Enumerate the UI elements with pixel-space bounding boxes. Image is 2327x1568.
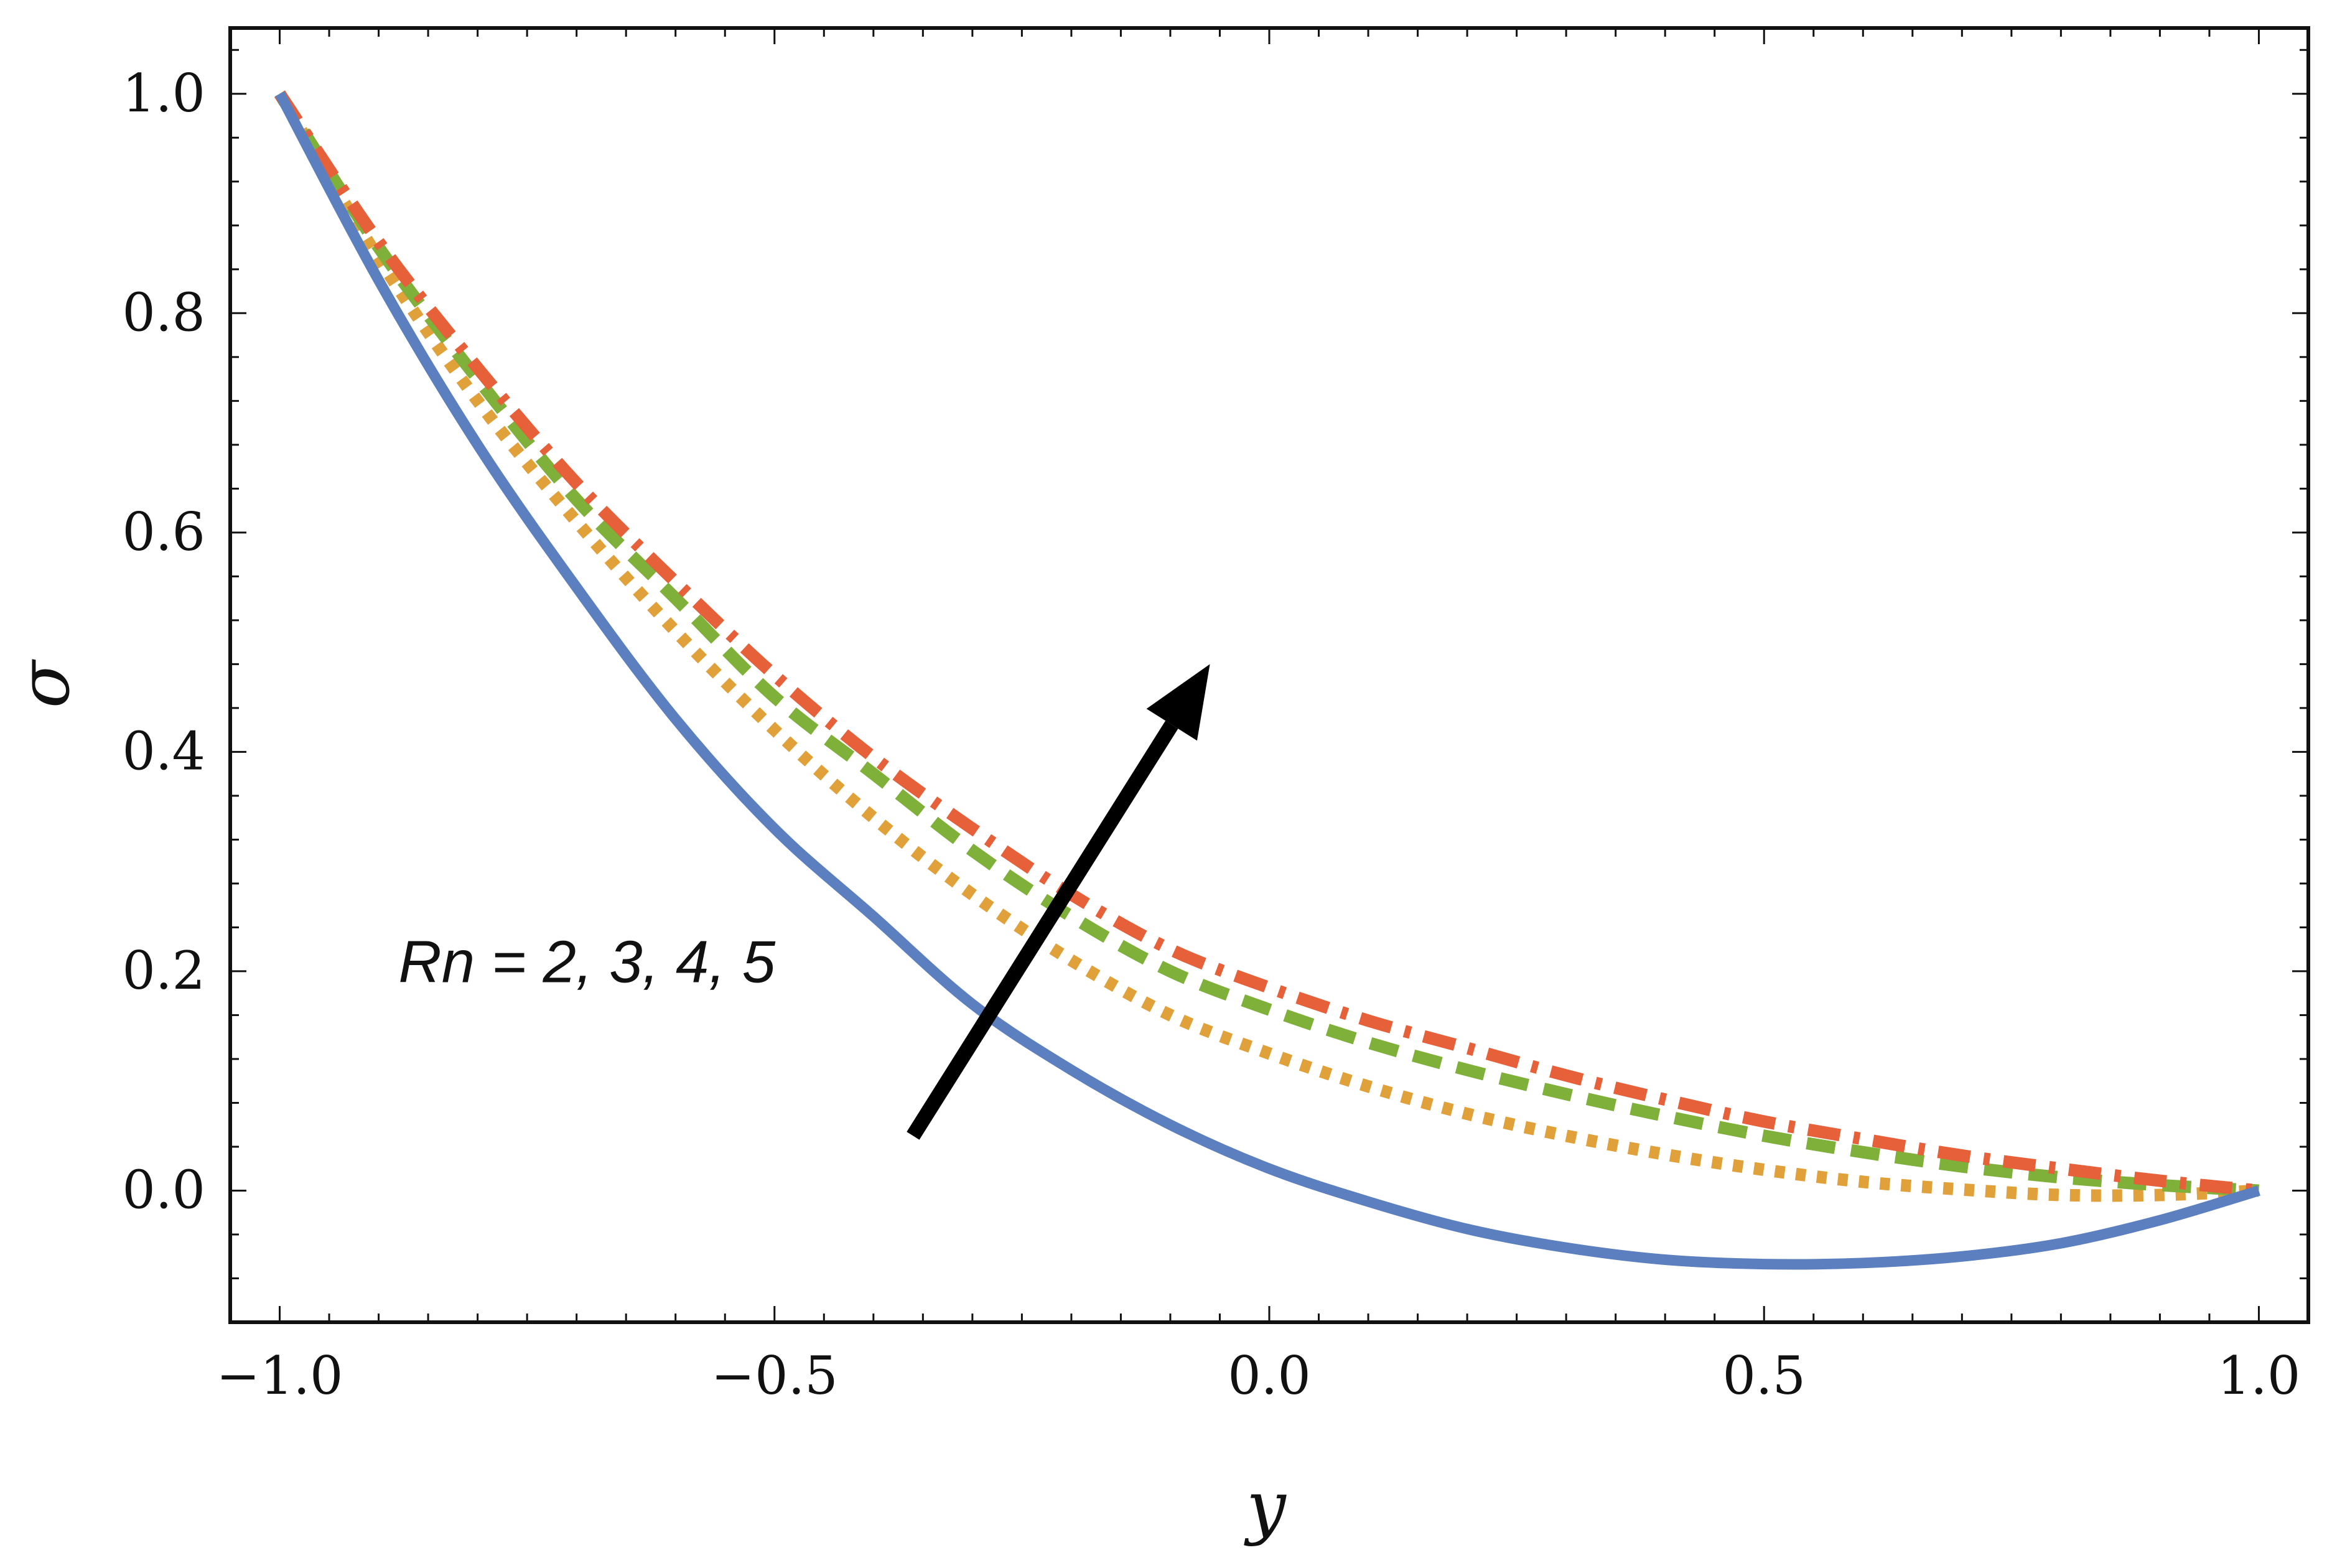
series-line-rn-3 xyxy=(274,90,2259,1202)
x-tick-label: 0.5 xyxy=(1722,1345,1806,1406)
tick-labels: −1.0 −0.5 0.0 0.5 1.0 0.0 0.2 0.4 0.6 0.8 1.0 xyxy=(122,63,2300,1406)
y-tick-label: 0.0 xyxy=(122,1159,205,1220)
series-layer xyxy=(274,90,2260,1270)
plot-frame xyxy=(228,26,2310,1324)
arrow-layer xyxy=(907,664,1210,1140)
y-tick-label: 0.6 xyxy=(122,502,205,562)
series-line-rn-5 xyxy=(274,90,2260,1197)
annotation-arrow-head xyxy=(1146,664,1210,741)
y-tick-label: 0.4 xyxy=(122,721,205,782)
y-tick-label: 0.8 xyxy=(122,282,205,343)
x-tick-label: 0.0 xyxy=(1228,1345,1311,1406)
series-line-rn-2 xyxy=(275,91,2260,1270)
y-tick-label: 0.2 xyxy=(122,940,205,1001)
ticks xyxy=(229,28,2310,1323)
annotation-arrow-shaft xyxy=(907,721,1178,1140)
annotation-label: Rn = 2, 3, 4, 5 xyxy=(398,929,775,996)
y-tick-label: 1.0 xyxy=(122,63,205,124)
x-tick-label: −0.5 xyxy=(711,1345,838,1406)
x-tick-label: −1.0 xyxy=(217,1345,343,1406)
series-line-rn-4 xyxy=(274,90,2260,1197)
y-axis-title: σ xyxy=(4,659,85,708)
x-tick-label: 1.0 xyxy=(2217,1345,2301,1406)
x-axis-title: y xyxy=(1243,1467,1287,1547)
